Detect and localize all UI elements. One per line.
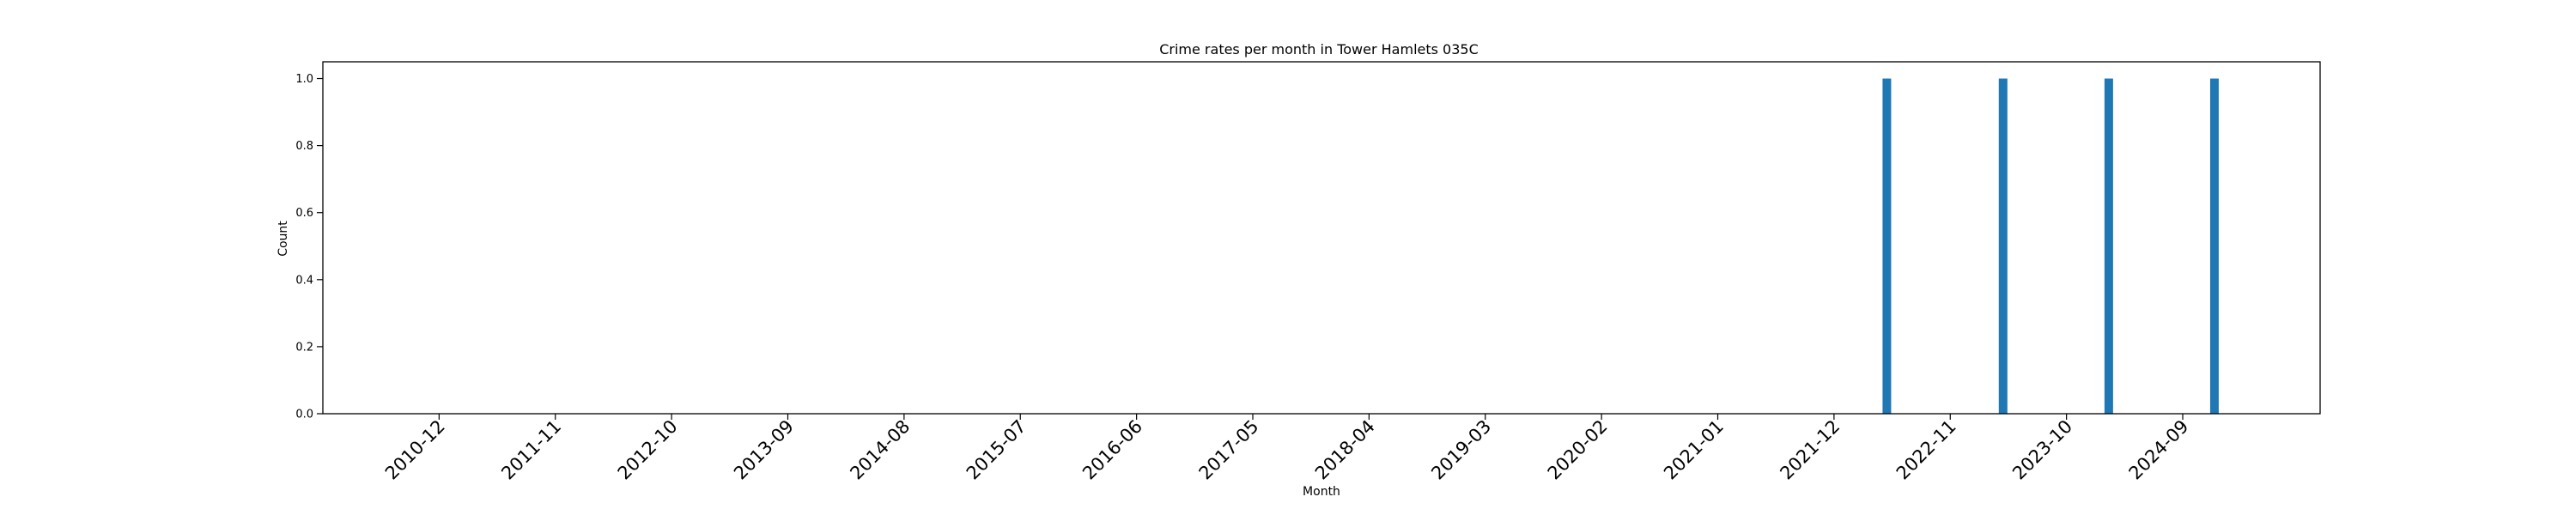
x-tick-label: 2017-05	[1195, 416, 1263, 484]
bar-2024-02	[2104, 78, 2113, 415]
y-tick-label: 0.0	[295, 409, 313, 421]
y-axis: 0.0 0.2 0.4 0.6 0.8 1.0	[295, 73, 323, 421]
x-tick-label: 2012-10	[614, 416, 682, 484]
x-tick-label: 2019-03	[1427, 416, 1495, 484]
x-tick-label: 2011-11	[497, 416, 565, 484]
x-tick-label: 2018-04	[1311, 416, 1379, 484]
bar-2024-12	[2209, 78, 2219, 415]
bars-group	[1882, 78, 2219, 415]
y-axis-label: Count	[276, 221, 290, 257]
y-tick-label: 1.0	[295, 73, 313, 86]
x-tick-label: 2020-02	[1544, 416, 1612, 484]
plot-frame	[322, 61, 2321, 415]
y-tick-label: 0.6	[295, 207, 313, 220]
x-tick-label: 2014-08	[846, 416, 914, 484]
y-tick-label: 0.2	[295, 341, 313, 354]
y-tick-label: 0.4	[295, 274, 313, 287]
x-tick-label: 2013-09	[730, 416, 798, 484]
x-tick-label: 2016-06	[1078, 416, 1146, 484]
x-tick-label: 2022-11	[1893, 416, 1960, 484]
bar-2022-05	[1882, 78, 1892, 415]
x-axis-label: Month	[1303, 485, 1340, 499]
x-tick-label: 2021-01	[1660, 416, 1728, 484]
chart-title: Crime rates per month in Tower Hamlets 0…	[1159, 41, 1479, 58]
y-tick-label: 0.8	[295, 140, 313, 153]
x-tick-label: 2024-09	[2125, 416, 2193, 484]
x-axis: 2010-12 2011-11 2012-10 2013-09 2014-08 2015-…	[381, 414, 2193, 484]
x-tick-label: 2015-07	[963, 416, 1030, 484]
x-tick-label: 2010-12	[381, 416, 449, 484]
bar-2023-04	[1998, 78, 2008, 415]
x-tick-label: 2023-10	[2008, 416, 2076, 484]
x-tick-label: 2021-12	[1776, 416, 1844, 484]
